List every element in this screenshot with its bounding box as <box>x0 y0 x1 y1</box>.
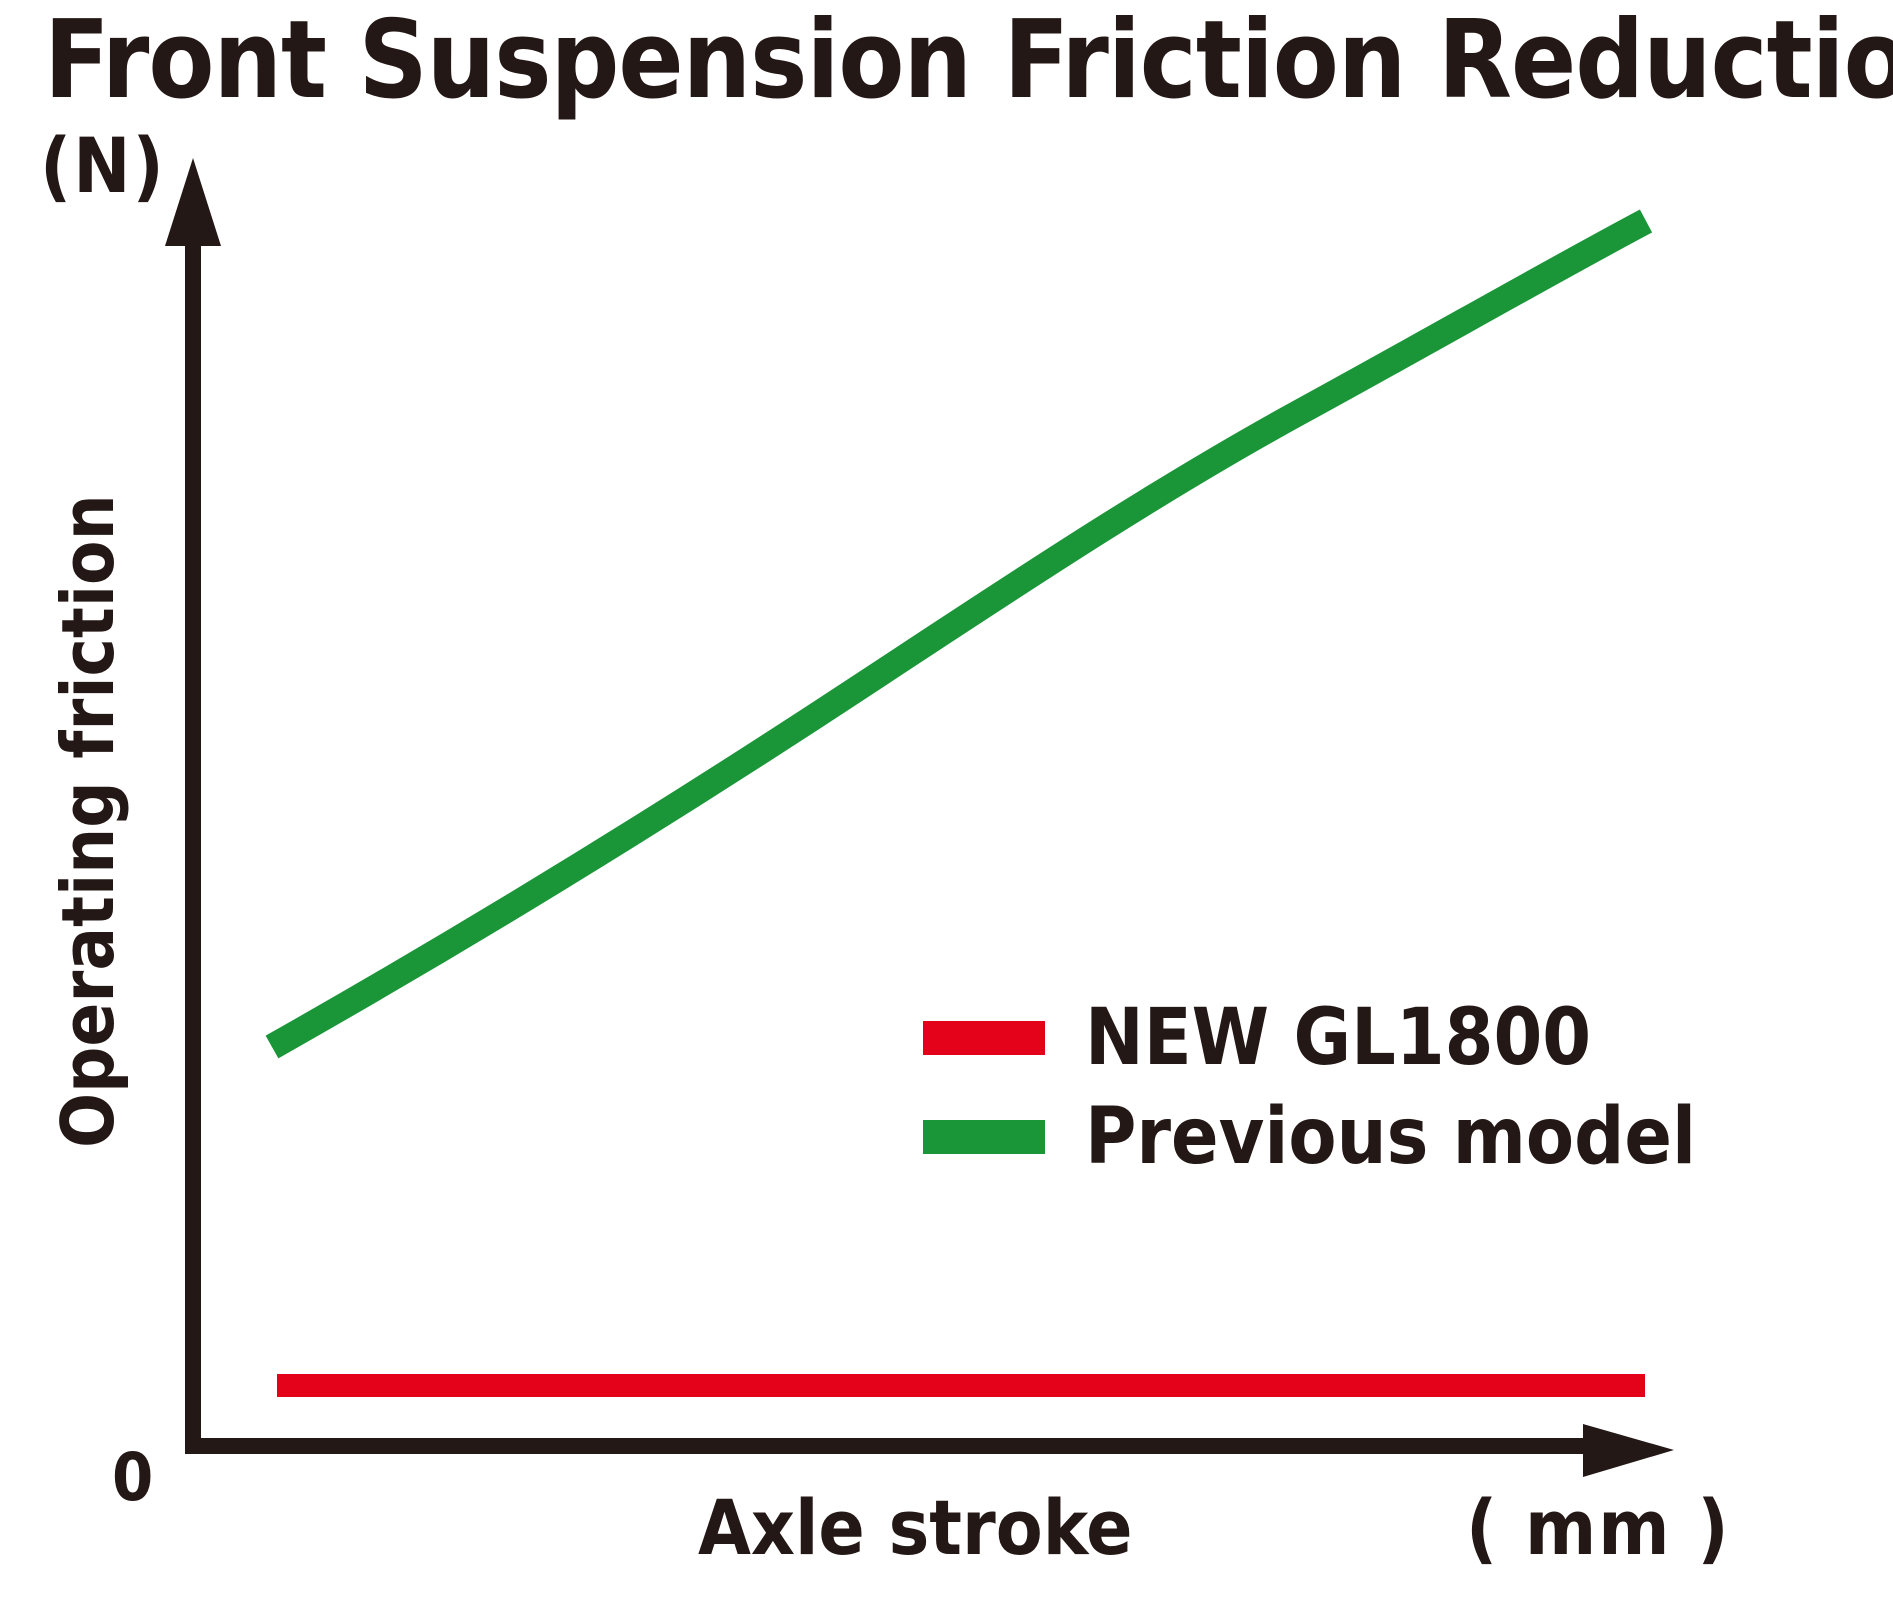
x-axis-unit-label: ( mm ) <box>1466 1483 1731 1572</box>
series-line-new-gl1800 <box>277 1374 1645 1397</box>
legend-item-new-gl1800: NEW GL1800 <box>923 998 1683 1078</box>
y-axis-arrowhead <box>165 158 221 246</box>
series-line-previous-model <box>265 209 1653 1059</box>
y-axis-unit-label: (N) <box>40 121 166 210</box>
chart-legend: NEW GL1800 Previous model <box>923 998 1696 1208</box>
x-axis-line <box>185 1438 1592 1454</box>
legend-swatch-previous-model <box>923 1120 1045 1154</box>
origin-label: 0 <box>112 1439 154 1516</box>
legend-swatch-new-gl1800 <box>923 1021 1045 1055</box>
legend-label-new-gl1800: NEW GL1800 <box>1085 993 1592 1083</box>
x-axis-arrowhead <box>1583 1424 1674 1477</box>
x-axis-title: Axle stroke <box>698 1483 1133 1572</box>
y-axis-line <box>185 238 201 1454</box>
chart-title: Front Suspension Friction Reduction <box>44 0 1893 123</box>
legend-label-previous-model: Previous model <box>1085 1092 1697 1182</box>
legend-item-previous-model: Previous model <box>923 1097 1696 1177</box>
